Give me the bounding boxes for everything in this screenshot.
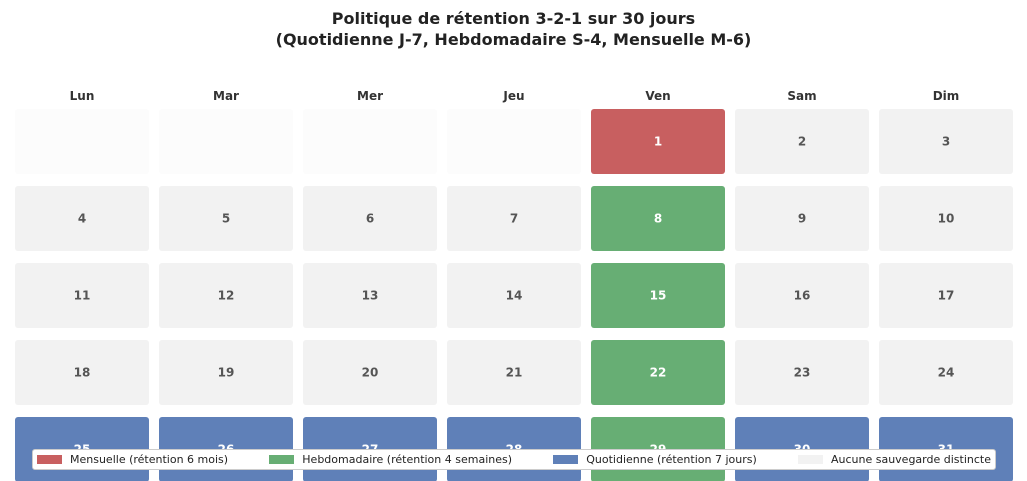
day-cell (591, 340, 725, 405)
day-number: 21 (506, 366, 523, 380)
day-number: 7 (510, 212, 518, 226)
day-number: 16 (794, 289, 811, 303)
legend-swatch (553, 455, 579, 464)
day-number: 1 (654, 135, 662, 149)
day-cell (735, 263, 869, 328)
legend-swatch (797, 455, 823, 464)
day-cell (303, 186, 437, 251)
weekday-label: Dim (933, 89, 960, 103)
day-number: 5 (222, 212, 230, 226)
day-cell (159, 340, 293, 405)
day-cell (735, 186, 869, 251)
day-cell (447, 109, 581, 174)
legend: Mensuelle (rétention 6 mois) Hebdomadaire… (32, 449, 996, 470)
legend-item-daily: Quotidienne (rétention 7 jours) (553, 453, 757, 466)
legend-item-monthly: Mensuelle (rétention 6 mois) (37, 453, 228, 466)
day-cell (879, 186, 1013, 251)
legend-item-weekly: Hebdomadaire (rétention 4 semaines) (269, 453, 512, 466)
legend-label: Aucune sauvegarde distincte (830, 453, 991, 466)
day-number: 18 (74, 366, 91, 380)
day-number: 13 (362, 289, 379, 303)
day-cell (591, 109, 725, 174)
day-number: 19 (218, 366, 235, 380)
day-cell (879, 109, 1013, 174)
day-cell (15, 340, 149, 405)
day-cell (159, 109, 293, 174)
weekday-label: Jeu (502, 89, 524, 103)
day-number: 23 (794, 366, 811, 380)
day-number: 2 (798, 135, 806, 149)
day-cell (879, 340, 1013, 405)
day-number: 10 (938, 212, 955, 226)
day-cell (159, 263, 293, 328)
legend-swatch (37, 455, 62, 464)
weekday-label: Mar (213, 89, 239, 103)
day-number: 12 (218, 289, 235, 303)
legend-label: Mensuelle (rétention 6 mois) (70, 453, 229, 466)
legend-label: Hebdomadaire (rétention 4 semaines) (302, 453, 513, 466)
legend-swatch (269, 455, 295, 464)
day-cell (447, 263, 581, 328)
day-cell (159, 186, 293, 251)
day-number: 17 (938, 289, 955, 303)
chart-title-line-2: (Quotidienne J-7, Hebdomadaire S-4, Mens… (275, 30, 752, 49)
day-cell (447, 340, 581, 405)
weekday-label: Mer (357, 89, 383, 103)
day-number: 20 (362, 366, 379, 380)
day-number: 9 (798, 212, 806, 226)
chart-title: Politique de rétention 3-2-1 sur 30 jour… (0, 8, 1027, 50)
day-cell (303, 263, 437, 328)
day-cell (15, 263, 149, 328)
weekday-label: Lun (70, 89, 95, 103)
day-number: 15 (650, 289, 667, 303)
day-number: 3 (942, 135, 950, 149)
day-number: 8 (654, 212, 662, 226)
day-number: 11 (74, 289, 91, 303)
day-cell (303, 109, 437, 174)
weekday-label: Ven (645, 89, 670, 103)
day-cell (15, 186, 149, 251)
day-number: 14 (506, 289, 523, 303)
day-cell (591, 263, 725, 328)
day-cell (735, 340, 869, 405)
day-cell (735, 109, 869, 174)
day-cell (591, 186, 725, 251)
day-cell (15, 109, 149, 174)
legend-label: Quotidienne (rétention 7 jours) (586, 453, 757, 466)
day-number: 6 (366, 212, 374, 226)
chart-title-line-1: Politique de rétention 3-2-1 sur 30 jour… (331, 9, 696, 28)
day-cell (879, 263, 1013, 328)
day-number: 4 (78, 212, 86, 226)
legend-item-none: Aucune sauvegarde distincte (797, 453, 991, 466)
day-number: 24 (938, 366, 955, 380)
day-cell (447, 186, 581, 251)
day-number: 22 (650, 366, 667, 380)
day-cell (303, 340, 437, 405)
weekday-label: Sam (787, 89, 816, 103)
